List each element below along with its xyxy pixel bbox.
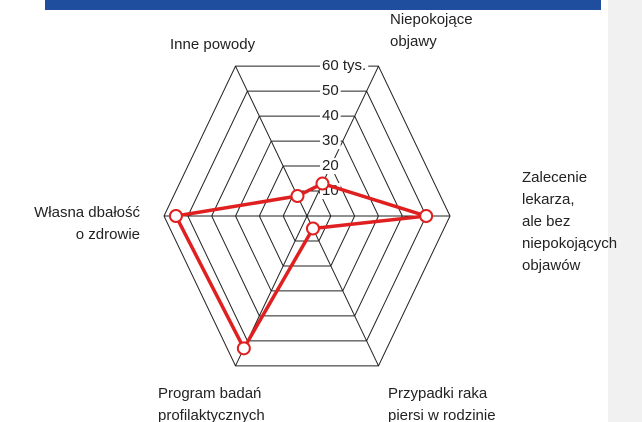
data-point [315, 176, 330, 191]
tick-label-bg [320, 108, 341, 125]
category-label: o zdrowie [76, 226, 140, 243]
tick-label: 50 [322, 82, 339, 99]
category-label: Niepokojące [390, 11, 473, 28]
tick-label-bg [320, 83, 341, 100]
tick-label-bg [320, 58, 369, 75]
category-label: Program badań [158, 385, 261, 402]
tick-label: 60 tys. [322, 57, 366, 74]
category-label: lekarza, [522, 191, 575, 208]
category-label: ale bez [522, 213, 570, 230]
category-label: profilaktycznych [158, 407, 265, 422]
category-label: objawy [390, 33, 437, 50]
side-panel [608, 0, 642, 422]
axis-spoke [306, 65, 379, 217]
category-label: objawów [522, 257, 581, 274]
tick-label: 30 [322, 132, 339, 149]
category-label: Własna dbałość [34, 204, 140, 221]
category-label: Zalecenie [522, 169, 587, 186]
header-bar [45, 0, 601, 10]
data-point [236, 341, 251, 356]
tick-label: 40 [322, 107, 339, 124]
axis-spoke [306, 215, 379, 367]
data-point [290, 189, 305, 204]
tick-label-bg [320, 158, 341, 175]
data-point [419, 209, 434, 223]
tick-label-bg [320, 133, 341, 150]
category-label: Przypadki raka [388, 385, 488, 402]
data-point [305, 221, 320, 236]
category-label: piersi w rodzinie [388, 407, 496, 422]
category-label: niepokojących [522, 235, 617, 252]
tick-label: 20 [322, 157, 339, 174]
data-point [168, 209, 183, 223]
category-label: Inne powody [170, 36, 256, 53]
